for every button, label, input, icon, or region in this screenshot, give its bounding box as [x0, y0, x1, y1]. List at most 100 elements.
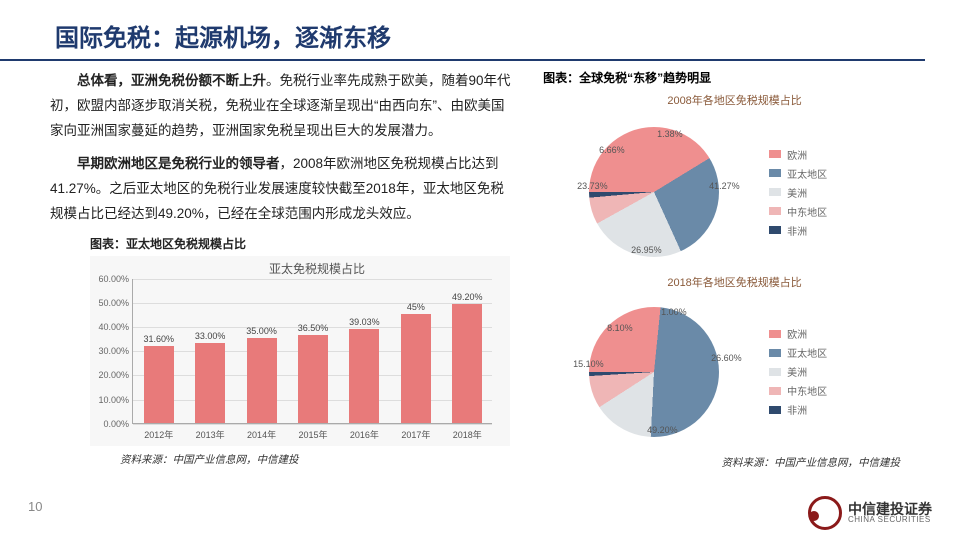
content-area: 总体看，亚洲免税份额不断上升。免税行业率先成熟于欧美，随着90年代初，欧盟内部逐… — [0, 69, 960, 470]
pie-slice-label: 15.10% — [573, 359, 604, 369]
logo-text: 中信建投证券 CHINA SECURITIES — [848, 502, 932, 524]
paragraph-1: 总体看，亚洲免税份额不断上升。免税行业率先成熟于欧美，随着90年代初，欧盟内部逐… — [50, 69, 514, 144]
gridline — [133, 303, 492, 304]
page-title: 国际免税：起源机场，逐渐东移 — [0, 0, 925, 61]
bar-value-label: 49.20% — [445, 292, 489, 302]
legend-label: 欧洲 — [787, 147, 807, 162]
x-tick: 2016年 — [342, 428, 386, 441]
legend-item: 欧洲 — [769, 147, 919, 162]
y-tick: 10.00% — [93, 395, 129, 405]
x-tick: 2018年 — [445, 428, 489, 441]
y-tick: 50.00% — [93, 298, 129, 308]
source-right: 资料来源：中国产业信息网，中信建投 — [539, 455, 900, 470]
bar-chart-title: 亚太免税规模占比 — [132, 260, 502, 277]
pie-slice-label: 49.20% — [647, 425, 678, 435]
legend-item: 非洲 — [769, 223, 919, 238]
legend-item: 中东地区 — [769, 383, 919, 398]
bar — [349, 329, 379, 423]
legend-item: 亚太地区 — [769, 166, 919, 181]
bar — [452, 304, 482, 423]
legend-swatch — [769, 188, 781, 196]
para2-bold: 早期欧洲地区是免税行业的领导者 — [77, 156, 280, 171]
company-logo: 中信建投证券 CHINA SECURITIES — [808, 496, 932, 530]
legend-label: 亚太地区 — [787, 345, 827, 360]
pie1-chart: 41.27% 26.95% 23.73% 6.66% 1.38% — [539, 127, 769, 257]
y-tick: 40.00% — [93, 322, 129, 332]
pie2-title: 2018年各地区免税规模占比 — [539, 274, 930, 290]
bar-value-label: 35.00% — [240, 326, 284, 336]
pie-slice-label: 1.38% — [657, 129, 683, 139]
legend-swatch — [769, 368, 781, 376]
logo-icon — [808, 496, 842, 530]
bar-chart-label: 图表：亚太地区免税规模占比 — [90, 235, 514, 252]
legend-swatch — [769, 169, 781, 177]
bar-value-label: 39.03% — [342, 317, 386, 327]
pie2-chart: 26.60% 49.20% 15.10% 8.10% 1.00% — [539, 307, 769, 437]
x-tick: 2012年 — [137, 428, 181, 441]
x-tick: 2014年 — [240, 428, 284, 441]
x-tick: 2017年 — [394, 428, 438, 441]
logo-cn: 中信建投证券 — [848, 502, 932, 516]
pie-slice-label: 26.60% — [711, 353, 742, 363]
legend-item: 美洲 — [769, 364, 919, 379]
legend-swatch — [769, 207, 781, 215]
pie-slice-label: 6.66% — [599, 145, 625, 155]
legend-item: 美洲 — [769, 185, 919, 200]
x-tick: 2015年 — [291, 428, 335, 441]
legend-swatch — [769, 150, 781, 158]
legend-label: 中东地区 — [787, 383, 827, 398]
y-tick: 0.00% — [93, 419, 129, 429]
x-tick: 2013年 — [188, 428, 232, 441]
pie1-row: 41.27% 26.95% 23.73% 6.66% 1.38% 欧洲亚太地区美洲中东地… — [539, 112, 930, 272]
bar-chart: 亚太免税规模占比 0.00%10.00%20.00%30.00%40.00%50… — [90, 256, 510, 446]
page-number: 10 — [28, 499, 42, 514]
para1-bold: 总体看，亚洲免税份额不断上升 — [77, 73, 266, 88]
legend-label: 欧洲 — [787, 326, 807, 341]
legend-label: 美洲 — [787, 364, 807, 379]
legend-item: 亚太地区 — [769, 345, 919, 360]
pie-slice-label: 23.73% — [577, 181, 608, 191]
legend-item: 中东地区 — [769, 204, 919, 219]
y-tick: 30.00% — [93, 346, 129, 356]
legend-label: 美洲 — [787, 185, 807, 200]
bar — [298, 335, 328, 423]
gridline — [133, 424, 492, 425]
logo-en: CHINA SECURITIES — [848, 516, 932, 524]
pie-slice-label: 41.27% — [709, 181, 740, 191]
bar — [144, 346, 174, 422]
legend-label: 亚太地区 — [787, 166, 827, 181]
pie2-legend: 欧洲亚太地区美洲中东地区非洲 — [769, 322, 919, 421]
y-tick: 20.00% — [93, 370, 129, 380]
left-column: 总体看，亚洲免税份额不断上升。免税行业率先成熟于欧美，随着90年代初，欧盟内部逐… — [50, 69, 529, 470]
bar — [247, 338, 277, 423]
pie-slice-label: 8.10% — [607, 323, 633, 333]
pie1-legend: 欧洲亚太地区美洲中东地区非洲 — [769, 143, 919, 242]
source-left: 资料来源：中国产业信息网，中信建投 — [120, 452, 514, 467]
legend-swatch — [769, 226, 781, 234]
bar — [401, 314, 431, 423]
bar — [195, 343, 225, 423]
gridline — [133, 279, 492, 280]
right-column: 图表：全球免税“东移”趋势明显 2008年各地区免税规模占比 41.27% 26.… — [529, 69, 930, 470]
bar-value-label: 31.60% — [137, 334, 181, 344]
legend-label: 中东地区 — [787, 204, 827, 219]
pie1-title: 2008年各地区免税规模占比 — [539, 92, 930, 108]
bar-value-label: 33.00% — [188, 331, 232, 341]
bar-value-label: 36.50% — [291, 323, 335, 333]
y-tick: 60.00% — [93, 274, 129, 284]
legend-label: 非洲 — [787, 223, 807, 238]
legend-swatch — [769, 406, 781, 414]
legend-label: 非洲 — [787, 402, 807, 417]
pie-section-label: 图表：全球免税“东移”趋势明显 — [543, 69, 930, 86]
paragraph-2: 早期欧洲地区是免税行业的领导者，2008年欧洲地区免税规模占比达到41.27%。… — [50, 152, 514, 227]
pie2-row: 26.60% 49.20% 15.10% 8.10% 1.00% 欧洲亚太地区美洲中东地… — [539, 294, 930, 449]
legend-item: 非洲 — [769, 402, 919, 417]
legend-swatch — [769, 387, 781, 395]
legend-swatch — [769, 349, 781, 357]
legend-item: 欧洲 — [769, 326, 919, 341]
bar-value-label: 45% — [394, 302, 438, 312]
pie-slice-label: 1.00% — [661, 307, 687, 317]
bar-plot-area: 0.00%10.00%20.00%30.00%40.00%50.00%60.00… — [132, 279, 492, 424]
pie-slice-label: 26.95% — [631, 245, 662, 255]
legend-swatch — [769, 330, 781, 338]
